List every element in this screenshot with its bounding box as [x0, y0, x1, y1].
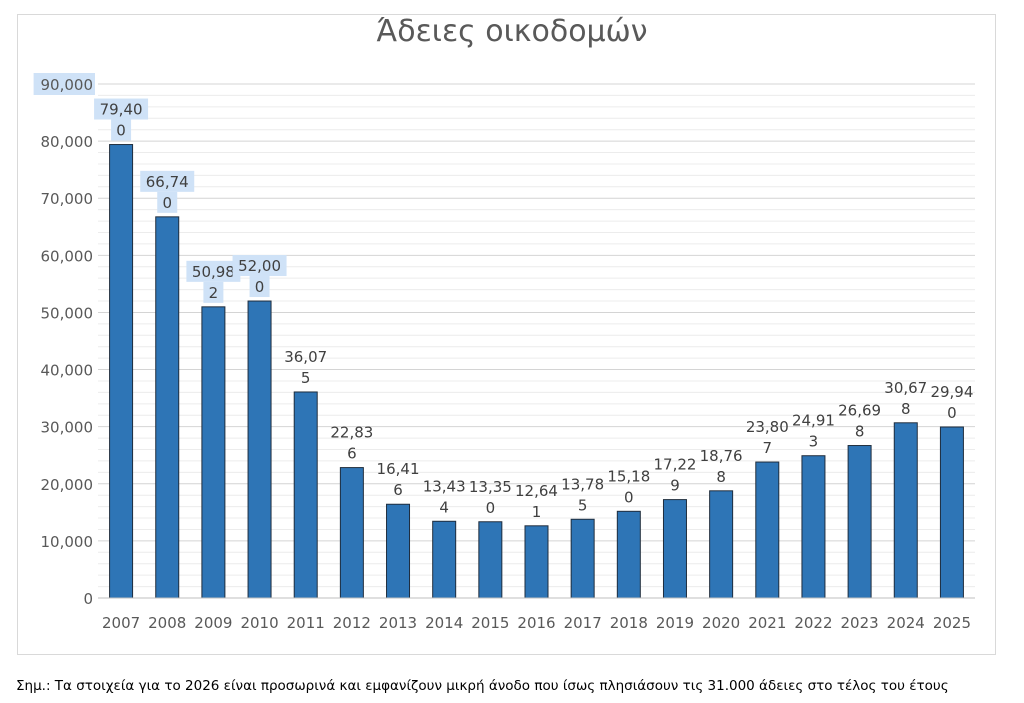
bar — [662, 499, 687, 599]
data-label: 3 — [809, 433, 819, 451]
data-label: 16,41 — [377, 460, 420, 478]
data-label: 24,91 — [792, 412, 835, 430]
data-label: 7 — [763, 439, 773, 457]
data-label: 18,76 — [700, 447, 743, 465]
data-label: 26,69 — [838, 402, 881, 420]
bar — [247, 300, 272, 599]
x-tick-label: 2022 — [794, 614, 832, 632]
bar — [432, 520, 457, 599]
y-tick-label: 0 — [83, 590, 93, 608]
data-label: 5 — [301, 369, 311, 387]
data-label: 6 — [347, 445, 357, 463]
data-label: 0 — [116, 122, 126, 140]
y-tick-highlight — [33, 73, 95, 95]
x-tick-label: 2021 — [748, 614, 786, 632]
data-label: 6 — [393, 481, 403, 499]
data-label: 8 — [855, 423, 865, 441]
x-tick-label: 2019 — [656, 614, 694, 632]
x-tick-label: 2025 — [933, 614, 971, 632]
data-label: 8 — [901, 400, 911, 418]
data-label: 66,74 — [146, 173, 189, 191]
bar — [847, 445, 872, 599]
y-tick-label: 60,000 — [41, 247, 94, 265]
x-tick-label: 2010 — [240, 614, 278, 632]
x-tick-label: 2007 — [102, 614, 140, 632]
data-label: 79,40 — [100, 101, 143, 119]
bar — [893, 422, 918, 599]
data-label-highlight — [203, 281, 224, 303]
data-label: 8 — [716, 468, 726, 486]
bar — [201, 306, 226, 599]
data-label: 4 — [439, 498, 449, 516]
data-label: 29,94 — [930, 383, 973, 401]
bar — [801, 455, 826, 599]
data-label: 2 — [209, 284, 219, 302]
data-label-highlight — [232, 255, 287, 277]
data-label: 23,80 — [746, 418, 789, 436]
y-tick-label: 50,000 — [41, 304, 94, 322]
data-label: 0 — [255, 278, 265, 296]
x-tick-label: 2016 — [517, 614, 555, 632]
data-label-highlight — [111, 119, 132, 141]
chart-title: Άδειες οικοδομών — [376, 14, 648, 49]
data-label: 50,98 — [192, 263, 235, 281]
x-tick-label: 2009 — [194, 614, 232, 632]
bar — [709, 490, 734, 599]
x-tick-label: 2018 — [610, 614, 648, 632]
data-label: 0 — [162, 194, 172, 212]
data-label: 22,83 — [330, 424, 373, 442]
data-label: 30,67 — [884, 379, 927, 397]
y-tick-label: 10,000 — [41, 533, 94, 551]
data-label: 0 — [947, 404, 957, 422]
bar — [524, 525, 549, 599]
data-label: 13,43 — [423, 477, 466, 495]
x-tick-label: 2023 — [841, 614, 879, 632]
bar — [755, 461, 780, 599]
data-label: 9 — [670, 477, 680, 495]
x-tick-label: 2017 — [564, 614, 602, 632]
data-label: 36,07 — [284, 348, 327, 366]
data-label: 0 — [486, 499, 496, 517]
data-label-highlight — [140, 170, 195, 192]
data-label: 13,78 — [561, 475, 604, 493]
bar — [939, 426, 964, 599]
data-label: 1 — [532, 503, 542, 521]
bar — [616, 510, 641, 599]
bar — [339, 467, 364, 599]
bar — [293, 391, 318, 599]
y-tick-label: 90,000 — [41, 76, 94, 94]
data-label: 52,00 — [238, 257, 281, 275]
data-label: 17,22 — [653, 456, 696, 474]
footnote: Σημ.: Τα στοιχεία για το 2026 είναι προσ… — [16, 678, 949, 694]
bar — [570, 518, 595, 599]
y-tick-label: 30,000 — [41, 419, 94, 437]
y-tick-label: 20,000 — [41, 476, 94, 494]
data-label-highlight — [94, 98, 149, 120]
bar — [155, 216, 180, 599]
x-tick-label: 2014 — [425, 614, 463, 632]
x-tick-label: 2015 — [471, 614, 509, 632]
x-tick-label: 2011 — [287, 614, 325, 632]
y-tick-label: 40,000 — [41, 362, 94, 380]
x-tick-label: 2008 — [148, 614, 186, 632]
data-label: 0 — [624, 488, 634, 506]
bar — [109, 144, 134, 599]
data-label: 13,35 — [469, 478, 512, 496]
data-label-highlight — [186, 260, 241, 282]
x-tick-label: 2012 — [333, 614, 371, 632]
bar — [386, 503, 411, 599]
data-label: 12,64 — [515, 482, 558, 500]
x-tick-label: 2024 — [887, 614, 925, 632]
x-tick-label: 2020 — [702, 614, 740, 632]
data-label: 5 — [578, 496, 588, 514]
data-label-highlight — [249, 276, 270, 298]
y-tick-label: 70,000 — [41, 190, 94, 208]
y-tick-label: 80,000 — [41, 133, 94, 151]
bar — [478, 521, 503, 599]
data-label: 15,18 — [607, 467, 650, 485]
chart-frame — [17, 14, 996, 655]
data-label-highlight — [157, 191, 178, 213]
x-tick-label: 2013 — [379, 614, 417, 632]
